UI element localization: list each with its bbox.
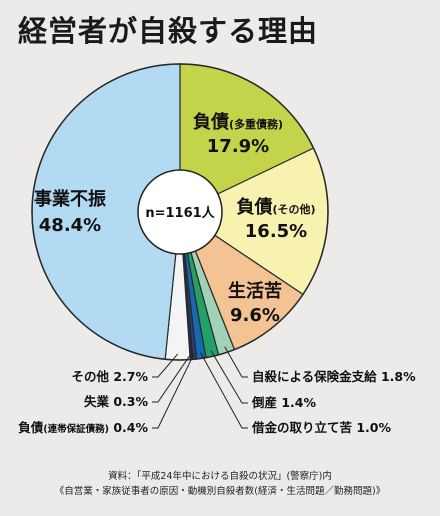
leader-slice-7 [152,353,195,429]
label-slice-3-name: 生活苦 [228,280,282,302]
label-slice-1-value: 17.9% [207,136,269,157]
center-label: n=1161人 [145,205,215,221]
leader-slice-4 [224,346,248,378]
label-slice-2-name: 負債(その他) [236,196,315,218]
label-slice-6: 借金の取り立て苦 1.0% [251,420,391,435]
leader-slice-5 [210,350,248,404]
leader-slice-6 [200,352,248,429]
label-slice-7: 負債(連帯保証債務) 0.4% [18,420,148,435]
label-slice-3-value: 9.6% [230,305,280,326]
center-circle [137,169,223,255]
label-slice-2-value: 16.5% [245,221,307,242]
label-slice-8: 失業 0.3% [84,394,149,409]
label-slice-4: 自殺による保険金支給 1.8% [252,369,416,384]
leader-slice-9 [152,353,179,378]
source-line-2: 《自営業・家族従事者の原因・動機別自殺者数(経済・生活問題／勤務問題)》 [54,486,386,497]
source-line-1: 資料：「平成24年中における自殺の状況」(警察庁)内 [108,471,332,482]
label-slice-5: 倒産 1.4% [251,395,316,410]
label-slice-10-name: 事業不振 [34,188,106,210]
leader-slice-8 [152,353,192,403]
label-slice-10-value: 48.4% [39,215,101,236]
chart-title: 経営者が自殺する理由 [18,14,319,48]
label-slice-1-name: 負債(多重債務) [193,111,283,133]
label-slice-9: その他 2.7% [71,369,148,384]
pie-outline [31,63,329,361]
